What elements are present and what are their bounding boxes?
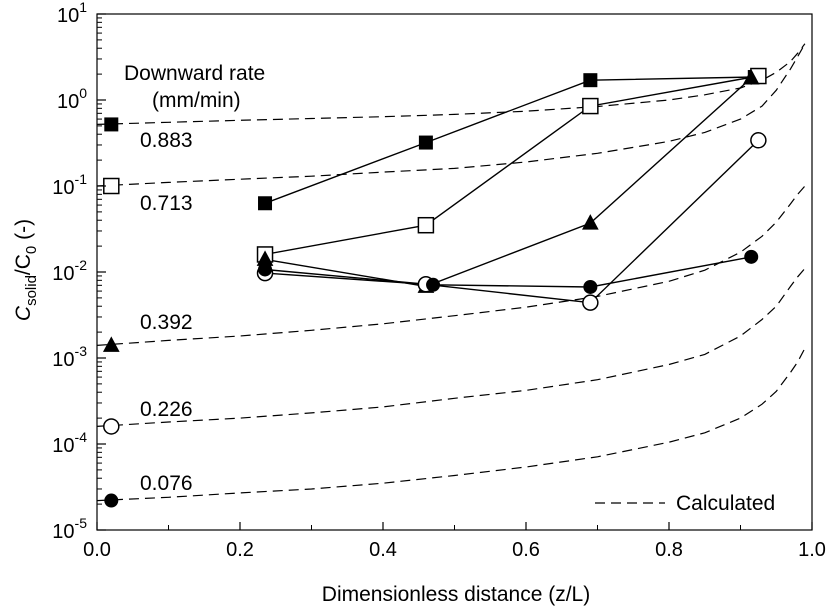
series-label-0392: 0.392 [140, 311, 193, 334]
marker-0.713 [417, 216, 435, 234]
y-tick-label: 10-1 [52, 171, 87, 199]
calculated-curve-0.226 [96, 268, 806, 427]
measured-line-0.392 [264, 77, 752, 288]
axes [96, 13, 813, 531]
y-axis-title-sub1: solid [23, 275, 40, 306]
y-tick-label: 101 [57, 0, 87, 27]
marker-0.076 [744, 249, 759, 264]
group-title-line1: Downward rate [124, 62, 265, 85]
y-axis-title-sep: /C [12, 254, 35, 275]
marker-0.392 [582, 214, 599, 230]
marker-0.392 [742, 68, 760, 85]
group-title-line2: (mm/min) [152, 89, 241, 112]
x-tick-label: 1.0 [798, 539, 826, 561]
marker-0.226 [750, 132, 767, 149]
y-axis-title-unit: (-) [12, 219, 35, 246]
marker-0.076 [104, 493, 119, 508]
marker-0.392 [102, 336, 120, 352]
y-tick-base: 10 [57, 91, 79, 113]
y-tick-exp: 0 [79, 85, 87, 101]
y-tick-base: 10 [52, 435, 74, 457]
y-axis-title-sub2: 0 [23, 246, 40, 254]
marker-0.883 [258, 196, 273, 211]
y-tick-base: 10 [52, 263, 74, 285]
tick-labels: 0.0 0.2 0.4 0.6 0.8 1.010110010-110-210-310-4… [52, 0, 826, 561]
x-tick-label: 0.8 [655, 539, 683, 561]
marker-0.713 [103, 177, 120, 195]
y-tick-base: 10 [52, 177, 74, 199]
marker-0.883 [104, 117, 119, 132]
marker-0.226 [582, 294, 599, 311]
y-tick-label: 100 [57, 85, 87, 113]
legend-calculated-label: Calculated [676, 492, 775, 515]
x-tick-label: 0.0 [83, 539, 111, 561]
annotations: Downward rate (mm/min) 0.883 0.713 0.392… [124, 62, 265, 495]
y-tick-exp: -4 [75, 429, 88, 445]
x-tick-label: 0.6 [512, 539, 540, 561]
measured-line-0.076 [264, 256, 752, 288]
calculated-curves [96, 43, 806, 502]
measured-line-0.883 [264, 76, 755, 204]
marker-0.883 [418, 135, 433, 150]
calculated-curve-0.883 [96, 43, 806, 125]
y-tick-label: 10-5 [52, 515, 87, 543]
y-tick-exp: -5 [75, 515, 88, 531]
y-axis-title-c: C [12, 305, 35, 321]
x-axis-title: Dimensionless distance (z/L) [322, 583, 590, 606]
series-label-0226: 0.226 [140, 398, 193, 421]
y-tick-label: 10-2 [52, 257, 87, 285]
y-axis-title: Csolid/C0 (-) [12, 219, 40, 321]
y-tick-base: 10 [52, 521, 74, 543]
y-tick-exp: 1 [79, 0, 87, 15]
measured-line-0.226 [264, 139, 759, 304]
x-tick-label: 0.4 [369, 539, 397, 561]
y-tick-label: 10-4 [52, 429, 87, 457]
marker-0.883 [583, 73, 598, 88]
series-label-0883: 0.883 [140, 129, 193, 152]
calculated-curve-0.713 [96, 43, 806, 187]
x-tick-label: 0.2 [226, 539, 254, 561]
calculated-curve-0.392 [96, 185, 806, 346]
y-tick-exp: -2 [75, 257, 88, 273]
measured-line-0.713 [264, 75, 759, 256]
y-tick-base: 10 [57, 5, 79, 27]
series-label-0713: 0.713 [140, 192, 193, 215]
legend: Calculated [595, 492, 775, 515]
y-tick-label: 10-3 [52, 343, 87, 371]
calculated-curve-0.076 [96, 347, 806, 502]
y-tick-exp: -1 [75, 171, 88, 187]
marker-0.076 [583, 279, 598, 294]
y-tick-base: 10 [52, 349, 74, 371]
marker-0.713 [582, 97, 599, 115]
y-tick-exp: -3 [75, 343, 88, 359]
measured-series [102, 67, 767, 508]
marker-0.226 [103, 418, 120, 435]
marker-0.076 [258, 262, 273, 277]
series-label-0076: 0.076 [140, 472, 193, 495]
marker-0.076 [426, 277, 441, 292]
